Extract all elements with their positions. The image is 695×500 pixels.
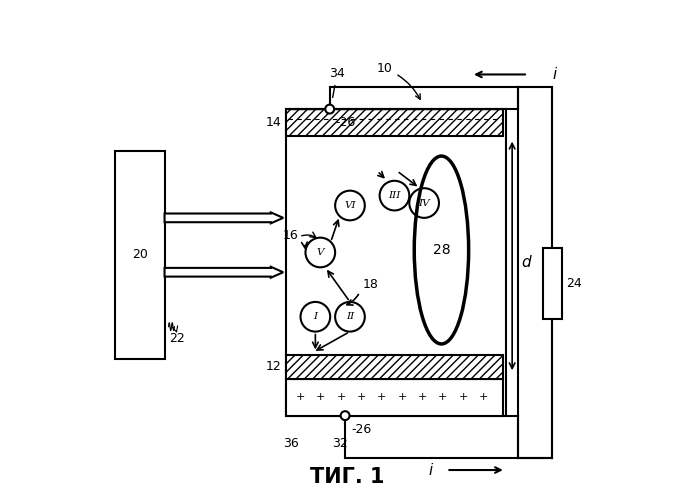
Bar	[286, 109, 506, 416]
Text: +: +	[336, 392, 346, 402]
Ellipse shape	[414, 156, 468, 344]
Text: VI: VI	[344, 201, 356, 210]
Text: III: III	[389, 191, 400, 200]
Text: II: II	[346, 312, 354, 322]
Text: +: +	[459, 392, 468, 402]
Text: 28: 28	[432, 243, 450, 257]
Text: +: +	[398, 392, 407, 402]
Bar	[115, 151, 165, 359]
Text: +: +	[377, 392, 386, 402]
Text: ΤИГ. 1: ΤИГ. 1	[310, 468, 385, 487]
Text: +: +	[479, 392, 488, 402]
Text: 16: 16	[282, 228, 298, 241]
Text: 10: 10	[377, 62, 420, 100]
Text: +: +	[357, 392, 366, 402]
Text: 22: 22	[169, 332, 185, 345]
Text: -26: -26	[336, 116, 356, 130]
Text: +: +	[418, 392, 427, 402]
Text: 12: 12	[266, 360, 281, 373]
Text: 20: 20	[132, 248, 148, 262]
Text: IV: IV	[418, 198, 430, 207]
Text: 18: 18	[362, 278, 378, 291]
Bar	[543, 248, 562, 319]
Text: $i$: $i$	[429, 462, 434, 478]
Circle shape	[325, 104, 334, 114]
Text: 32: 32	[332, 437, 348, 450]
Text: 34: 34	[329, 67, 345, 98]
Text: +: +	[316, 392, 325, 402]
Text: -26: -26	[351, 423, 371, 436]
Bar	[286, 355, 503, 378]
Bar	[286, 109, 503, 136]
Circle shape	[341, 411, 350, 420]
Text: 36: 36	[283, 437, 299, 450]
Polygon shape	[165, 212, 284, 224]
Text: I: I	[313, 312, 318, 322]
Text: +: +	[438, 392, 448, 402]
Text: $i$: $i$	[552, 66, 558, 82]
Text: 24: 24	[566, 277, 582, 290]
Bar	[286, 378, 503, 416]
Text: $d$: $d$	[521, 254, 533, 270]
Text: 14: 14	[266, 116, 281, 129]
Text: +: +	[296, 392, 305, 402]
Polygon shape	[165, 267, 284, 278]
Text: V: V	[316, 248, 324, 257]
